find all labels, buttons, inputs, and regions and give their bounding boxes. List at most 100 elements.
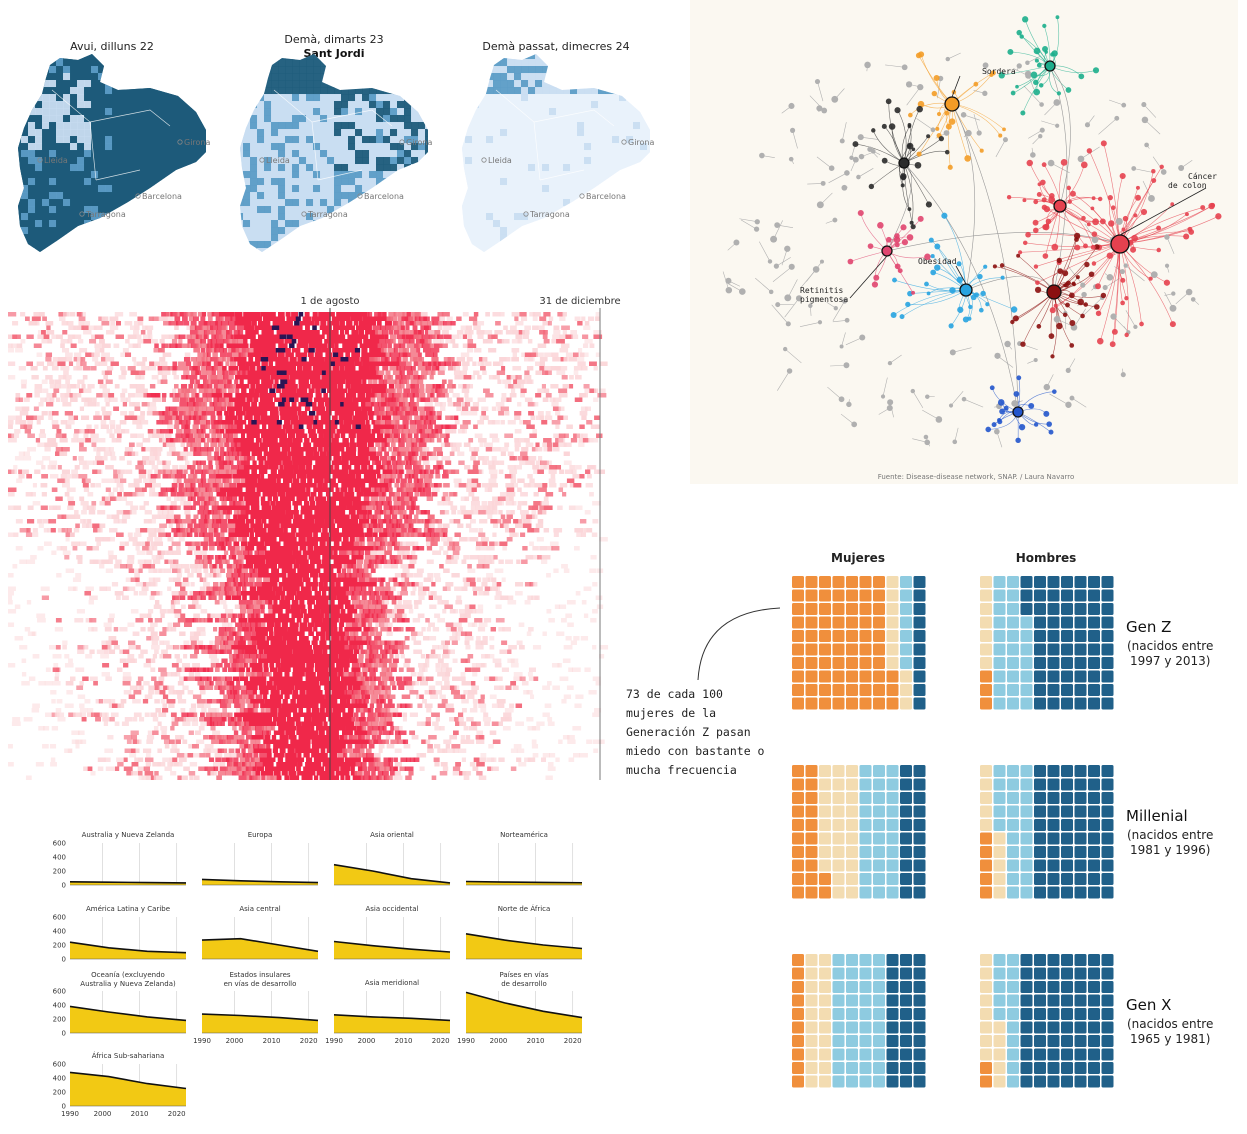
x-tick: 2000 bbox=[94, 1110, 112, 1118]
waffle-cell bbox=[819, 967, 831, 980]
waffle-cell bbox=[980, 805, 992, 818]
waffle-row-title: Gen X bbox=[1126, 996, 1171, 1014]
waffle-cell bbox=[792, 832, 804, 845]
waffle-cell bbox=[819, 589, 831, 602]
network-node bbox=[1037, 182, 1042, 187]
waffle-cell bbox=[819, 805, 831, 818]
heatmap-row bbox=[19, 559, 548, 564]
x-tick: 1990 bbox=[325, 1037, 343, 1045]
network-node bbox=[964, 155, 971, 162]
waffle-cell bbox=[1047, 846, 1060, 858]
waffle-cell bbox=[792, 954, 804, 966]
heatmap-row bbox=[21, 658, 571, 663]
network-node bbox=[1053, 315, 1061, 323]
city-marker bbox=[37, 157, 43, 163]
waffle-cell bbox=[886, 846, 899, 858]
waffle-cell bbox=[900, 670, 912, 683]
panel-title: Norteamérica bbox=[500, 831, 548, 839]
waffle-cell bbox=[1020, 630, 1033, 642]
waffle-cell bbox=[1020, 616, 1033, 629]
network-node bbox=[1055, 123, 1060, 128]
waffle-cell bbox=[819, 832, 831, 845]
waffle-cell bbox=[1074, 967, 1087, 980]
waffle-cell bbox=[832, 819, 845, 831]
waffle-cell bbox=[1007, 832, 1019, 845]
waffle-cell bbox=[1101, 886, 1114, 899]
network-node bbox=[1002, 127, 1006, 132]
waffle-cell bbox=[1101, 981, 1114, 993]
network-node bbox=[1019, 34, 1024, 39]
waffle-cell bbox=[1074, 630, 1087, 642]
waffle-cell bbox=[1007, 576, 1019, 588]
waffle-cell bbox=[805, 589, 818, 602]
network-node bbox=[851, 421, 858, 428]
network-node bbox=[949, 287, 956, 294]
network-node bbox=[1095, 310, 1102, 317]
network-node bbox=[1083, 302, 1089, 307]
waffle-cell bbox=[832, 576, 845, 588]
waffle-cell bbox=[846, 589, 858, 602]
waffle-cell bbox=[859, 1035, 872, 1047]
city-label: Barcelona bbox=[364, 192, 404, 201]
network-node bbox=[1013, 391, 1020, 397]
waffle-cell bbox=[846, 805, 858, 818]
heatmap-row bbox=[8, 375, 582, 380]
annotation-line: 73 de cada 100 bbox=[626, 687, 723, 701]
area-line bbox=[69, 1071, 187, 1090]
waffle-cell bbox=[1074, 576, 1087, 588]
waffle-cell bbox=[873, 616, 885, 629]
city-marker bbox=[301, 211, 307, 217]
waffle-cell bbox=[980, 684, 992, 696]
waffle-cell bbox=[1034, 616, 1046, 629]
heatmap-row bbox=[8, 663, 562, 668]
waffle-cell bbox=[1074, 994, 1087, 1007]
network-node bbox=[1081, 291, 1087, 298]
waffle-cell bbox=[1101, 630, 1114, 642]
waffle-cell bbox=[1088, 873, 1100, 885]
waffle-cell bbox=[859, 603, 872, 615]
waffle-cell bbox=[993, 1021, 1006, 1034]
waffle-cell bbox=[900, 994, 912, 1007]
waffle-cell bbox=[832, 981, 845, 993]
network-node bbox=[943, 130, 950, 136]
network-node bbox=[1036, 324, 1042, 329]
map-panel: Demà passat, dimecres 24 Lleida Girona Barc… bbox=[462, 40, 655, 252]
network-node bbox=[961, 396, 967, 402]
heatmap-row bbox=[21, 681, 601, 686]
waffle-cell bbox=[886, 765, 899, 777]
network-node bbox=[1039, 102, 1044, 107]
waffle-cell bbox=[873, 819, 885, 831]
network-node bbox=[839, 138, 845, 144]
heatmap-row bbox=[8, 415, 601, 420]
network-node bbox=[888, 123, 896, 130]
waffle-cell bbox=[1088, 954, 1100, 966]
waffle-cell bbox=[805, 657, 818, 669]
network-node bbox=[887, 360, 893, 366]
heatmap-row bbox=[51, 550, 460, 555]
network-node bbox=[1164, 263, 1170, 268]
waffle-cell bbox=[832, 859, 845, 872]
network-node bbox=[1170, 202, 1175, 206]
network-node bbox=[867, 243, 874, 249]
network-label-leader bbox=[951, 75, 961, 98]
network-node bbox=[1065, 302, 1070, 308]
waffle-cell bbox=[913, 765, 926, 777]
network-node bbox=[952, 439, 958, 445]
network-node bbox=[816, 201, 824, 209]
waffle-cell bbox=[900, 954, 912, 966]
heatmap-row bbox=[32, 703, 582, 708]
x-tick: 2010 bbox=[395, 1037, 413, 1045]
waffle-grid bbox=[980, 576, 1114, 710]
network-node bbox=[1119, 268, 1125, 275]
network-node bbox=[1071, 281, 1076, 286]
network-node bbox=[1185, 288, 1193, 296]
waffle-cell bbox=[993, 1048, 1006, 1061]
network-node bbox=[1077, 155, 1085, 163]
network-node bbox=[1080, 161, 1088, 169]
waffle-cell bbox=[1061, 589, 1073, 602]
network-node bbox=[1169, 304, 1177, 312]
map-title: Demà passat, dimecres 24 bbox=[482, 40, 629, 53]
waffle-row-range: (nacidos entre bbox=[1127, 828, 1213, 842]
heatmap-row bbox=[55, 496, 549, 501]
waffle-cell bbox=[886, 967, 899, 980]
